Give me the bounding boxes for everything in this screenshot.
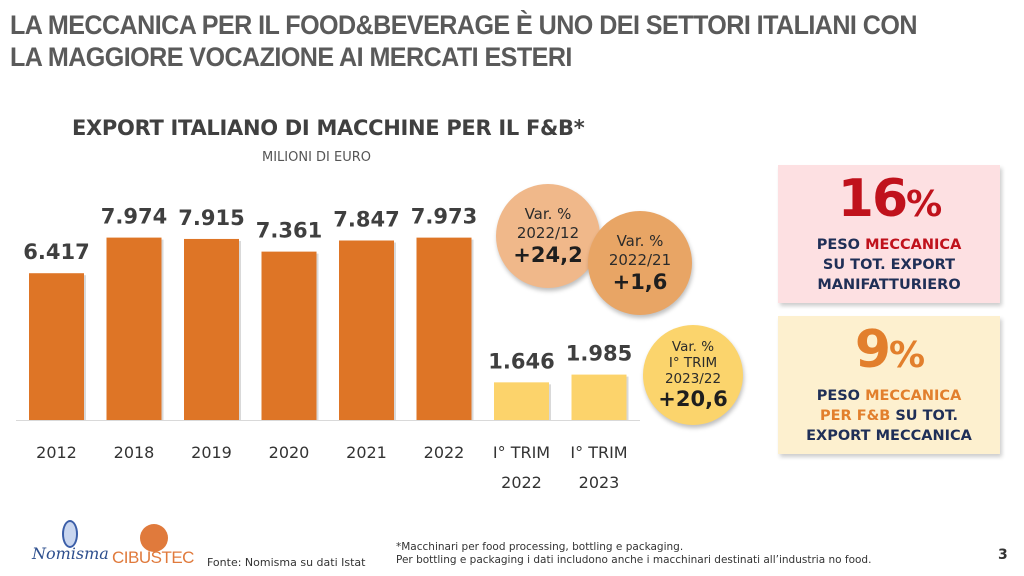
source-note: Fonte: Nomisma su dati Istat — [207, 556, 366, 569]
variation-bubble-trim-2023-22: Var. % I° TRIM 2023/22 +20,6 — [643, 325, 743, 425]
slide-title: LA MECCANICA PER IL FOOD&BEVERAGE È UNO … — [10, 9, 949, 73]
category-label: 2012 — [36, 443, 77, 462]
cibustec-logo: CIBUSTEC — [112, 548, 194, 567]
kpi-card-fb-share: 9% PESO MECCANICA PER F&B SU TOT. EXPORT… — [778, 316, 1000, 454]
bubble-value: +1,6 — [612, 269, 668, 294]
kpi-description: PESO MECCANICA PER F&B SU TOT. EXPORT ME… — [806, 388, 972, 444]
bar-i-trim-2023 — [571, 374, 627, 420]
bubble-value: +24,2 — [513, 242, 583, 267]
kpi-description: PESO MECCANICA SU TOT. EXPORT MANIFATTUR… — [816, 237, 962, 293]
bar-2019 — [184, 238, 239, 420]
variation-bubble-2022-21: Var. % 2022/21 +1,6 — [588, 211, 692, 315]
bar-2018 — [106, 237, 162, 420]
bar-2020 — [261, 251, 317, 420]
category-label: 2023 — [579, 473, 620, 492]
variation-bubble-2022-12: Var. % 2022/12 +24,2 — [496, 184, 600, 288]
kpi-value: 9% — [854, 320, 925, 380]
category-label: I° TRIM — [493, 443, 550, 462]
bubble-label: I° TRIM — [668, 354, 718, 371]
bar-value-label: 7.361 — [256, 219, 322, 243]
cibustec-circle-icon — [140, 524, 168, 552]
bar-value-label: 1.985 — [566, 342, 632, 366]
category-label: 2021 — [346, 443, 387, 462]
bar-value-label: 7.974 — [101, 205, 167, 229]
bar-value-label: 7.973 — [411, 205, 477, 229]
category-label: 2022 — [501, 473, 542, 492]
bar-2012 — [29, 273, 84, 420]
bar-i-trim-2022 — [494, 382, 549, 420]
nomisma-emblem-icon — [62, 520, 78, 548]
page-number: 3 — [998, 547, 1008, 563]
bar-value-label: 7.847 — [333, 207, 399, 231]
slide-title-line1: LA MECCANICA PER IL FOOD&BEVERAGE È UNO … — [10, 10, 917, 40]
bubble-label: Var. % — [616, 231, 664, 250]
category-label: 2020 — [269, 443, 310, 462]
bubble-label: Var. % — [671, 338, 715, 355]
bubble-label: Var. % — [524, 204, 572, 223]
bubble-value: +20,6 — [658, 386, 728, 411]
bar-value-label: 7.915 — [178, 206, 244, 230]
bubble-label: 2022/12 — [516, 223, 580, 242]
kpi-card-manufacturing-share: 16% PESO MECCANICA SU TOT. EXPORT MANIFA… — [778, 165, 1000, 303]
category-label: 2019 — [191, 443, 232, 462]
chart-subtitle: MILIONI DI EURO — [262, 150, 372, 165]
logos: Nomisma CIBUSTEC — [32, 520, 202, 570]
category-label: 2018 — [114, 443, 155, 462]
footnote: *Macchinari per food processing, bottlin… — [396, 541, 872, 566]
bubble-label: 2022/21 — [608, 250, 672, 269]
nomisma-logo: Nomisma — [32, 544, 109, 563]
bar-2021 — [339, 240, 394, 420]
kpi-value: 16% — [837, 169, 942, 229]
category-label: I° TRIM — [570, 443, 627, 462]
category-label: 2022 — [424, 443, 465, 462]
bubble-label: 2023/22 — [664, 370, 722, 387]
bar-value-label: 6.417 — [23, 240, 89, 264]
chart-title: EXPORT ITALIANO DI MACCHINE PER IL F&B* — [72, 116, 585, 140]
bar-value-label: 1.646 — [488, 349, 554, 373]
bar-2022 — [416, 237, 472, 420]
slide-title-line2: LA MAGGIORE VOCAZIONE AI MERCATI ESTERI — [10, 42, 572, 72]
